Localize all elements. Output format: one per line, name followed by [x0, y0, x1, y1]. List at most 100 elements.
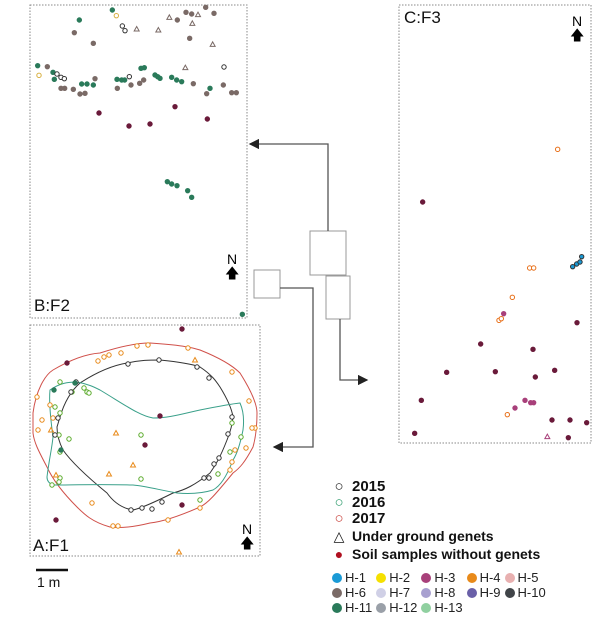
sample-point: [84, 81, 90, 87]
sample-point: [110, 523, 116, 529]
sample-point: [58, 447, 64, 453]
sample-point: [173, 77, 180, 83]
sample-point: [81, 385, 87, 391]
sample-point: [554, 146, 561, 153]
sample-point: [138, 432, 144, 438]
sample-point: [583, 419, 590, 426]
circle-icon: ○: [334, 509, 344, 527]
circle-icon: ○: [334, 477, 344, 495]
sample-point: [227, 449, 233, 455]
sample-point: [34, 62, 41, 69]
haplotype-dot-icon: [421, 572, 432, 583]
legend-haplotype: H-2: [376, 570, 417, 585]
sample-point: [121, 77, 128, 83]
haplotype-dot-icon: [466, 587, 477, 598]
sample-point: [206, 375, 212, 381]
sample-point: [39, 417, 45, 423]
sample-point: [114, 76, 120, 83]
sample-point: [122, 27, 128, 34]
sample-point: [532, 374, 539, 380]
sample-point: [106, 352, 112, 358]
sample-point: [229, 420, 235, 426]
north-arrow-icon: 🡅: [225, 265, 240, 281]
sample-point: [36, 72, 42, 79]
legend-label: 2016: [352, 493, 386, 511]
legend-label: H-10: [517, 585, 546, 600]
panel-c-label: C:F3: [404, 8, 441, 27]
legend-label: Under ground genets: [352, 528, 494, 544]
outline-2017: [32, 342, 258, 528]
haplotype-dot-icon: [504, 587, 515, 598]
sample-point: [229, 459, 235, 465]
sample-point: [203, 90, 210, 97]
sample-point: [207, 85, 213, 92]
sample-point: [68, 389, 74, 395]
sample-point: [138, 476, 144, 482]
underground-genet-marker: [191, 356, 199, 363]
sample-point: [211, 10, 217, 17]
panel-b-label: B:F2: [34, 296, 70, 315]
sample-point: [551, 367, 558, 374]
panel-b-frame: [29, 4, 248, 319]
legend-label: H-12: [389, 600, 418, 615]
sample-point: [418, 397, 425, 404]
sample-point: [64, 360, 70, 366]
sample-point: [82, 90, 88, 97]
legend-haplotype: H-7: [376, 585, 417, 600]
legend-haplotype: H-5: [504, 570, 546, 585]
sample-point: [126, 123, 132, 129]
circle-icon: ○: [334, 493, 344, 511]
sample-point: [232, 447, 238, 453]
legend-haplotype: H-10: [504, 585, 546, 600]
sample-point: [565, 434, 572, 441]
sample-point: [411, 430, 418, 437]
north-label: N: [571, 13, 583, 29]
north-label: N: [226, 251, 238, 267]
sample-point: [76, 17, 83, 23]
legend-label: H-5: [517, 570, 539, 585]
legend-label: H-8: [434, 585, 456, 600]
sample-point: [477, 341, 484, 347]
sample-point: [238, 434, 244, 440]
underground-genet-marker: [52, 471, 60, 478]
sample-point: [512, 405, 518, 411]
legend-label: 2017: [352, 509, 386, 527]
panel-a-label: A:F1: [33, 536, 69, 555]
sample-point: [92, 75, 98, 82]
outline-2015: [56, 359, 234, 511]
sample-point: [61, 75, 68, 82]
legend-haplotype: H-11: [332, 600, 372, 615]
sample-point: [57, 379, 63, 385]
sample-point: [530, 265, 537, 271]
haplotype-dot-icon: [376, 572, 387, 583]
sample-point: [184, 187, 191, 194]
sample-point: [90, 82, 97, 88]
underground-genet-marker: [181, 64, 189, 71]
sample-point: [95, 358, 101, 364]
haplotype-legend: H-1 H-2 H-3 H-4 H-5 H-6 H-7 H-8 H-9 H-10 H-11 H-12 H…: [332, 570, 546, 615]
legend-haplotype: H-9: [466, 585, 501, 600]
sample-point: [159, 499, 165, 505]
sample-point: [206, 475, 212, 481]
north-arrow-icon: 🡅: [240, 535, 255, 551]
sample-point: [164, 178, 171, 185]
underground-genet-marker: [105, 470, 113, 477]
legend-haplotype: H-3: [421, 570, 462, 585]
haplotype-dot-icon: [466, 572, 477, 583]
arrow-to-b: [248, 138, 329, 231]
haplotype-dot-icon: [376, 587, 387, 598]
haplotype-dot-icon: [376, 602, 387, 613]
sample-point: [34, 394, 40, 400]
legend-2017: ○ 2017: [332, 509, 546, 527]
sample-point: [113, 12, 120, 19]
inset-f3: [325, 275, 351, 320]
sample-point: [157, 413, 163, 419]
legend-haplotype: H-8: [421, 585, 462, 600]
sample-point: [201, 475, 207, 481]
sample-point: [443, 369, 450, 376]
sample-point: [500, 310, 507, 317]
sample-point: [142, 442, 148, 448]
sample-point: [54, 71, 60, 77]
sample-point: [522, 397, 528, 404]
sample-point: [179, 326, 185, 332]
